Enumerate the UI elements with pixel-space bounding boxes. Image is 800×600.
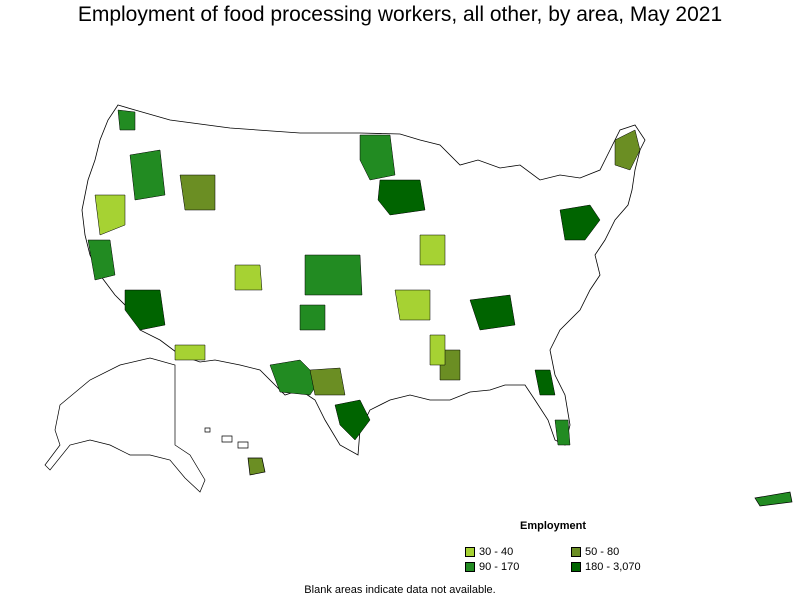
puerto-rico-island xyxy=(754,491,793,507)
region-new-england xyxy=(614,129,641,171)
region-socal xyxy=(124,289,166,331)
legend-title: Employment xyxy=(520,520,587,532)
region-arizona xyxy=(174,344,206,361)
region-arkansas xyxy=(394,289,431,321)
region-oregon xyxy=(94,194,126,236)
legend-item-50-80: 50 - 80 xyxy=(571,545,619,559)
region-texas-coast xyxy=(334,399,371,441)
region-washington xyxy=(117,109,136,131)
legend-label-90-170: 90 - 170 xyxy=(479,561,520,573)
hawaii-island-3 xyxy=(237,441,249,449)
contiguous-us-outline xyxy=(81,104,646,456)
region-norcal xyxy=(87,239,116,281)
region-alabama xyxy=(429,334,446,366)
region-oklahoma xyxy=(299,304,326,331)
region-illinois xyxy=(419,234,446,266)
region-florida-south xyxy=(554,419,571,446)
puerto-rico xyxy=(754,491,793,507)
hawaii-island-1 xyxy=(204,427,211,433)
alaska xyxy=(44,357,206,493)
map-title: Employment of food processing workers, a… xyxy=(77,3,723,26)
legend-label-180-3070: 180 - 3,070 xyxy=(585,561,641,573)
legend-swatch-50-80 xyxy=(571,547,581,557)
region-idaho xyxy=(129,149,166,201)
region-utah xyxy=(234,264,263,291)
region-wyoming xyxy=(179,174,216,211)
region-midwest-1 xyxy=(359,134,396,181)
footnote: Blank areas indicate data not available. xyxy=(304,584,496,596)
region-southeast xyxy=(469,294,516,331)
legend-label-50-80: 50 - 80 xyxy=(585,546,620,558)
legend-swatch-180-3070 xyxy=(571,562,581,572)
hawaii xyxy=(204,427,266,476)
legend-swatch-30-40 xyxy=(465,547,475,557)
legend-label-30-40: 30 - 40 xyxy=(479,546,514,558)
region-central-texas xyxy=(309,367,346,396)
hawaii-big-island xyxy=(247,457,266,476)
hawaii-island-2 xyxy=(221,435,233,443)
legend-item-180-3070: 180 - 3,070 xyxy=(571,560,641,574)
legend-swatch-90-170 xyxy=(465,562,475,572)
legend-item-90-170: 90 - 170 xyxy=(465,560,519,574)
region-midwest-2 xyxy=(377,179,426,216)
alaska-outline xyxy=(44,357,206,493)
contiguous-us xyxy=(81,104,646,456)
region-kansas xyxy=(304,254,363,296)
county-regions xyxy=(87,109,641,446)
region-florida xyxy=(534,369,556,396)
region-ne-dark xyxy=(559,204,601,241)
legend-item-30-40: 30 - 40 xyxy=(465,545,513,559)
